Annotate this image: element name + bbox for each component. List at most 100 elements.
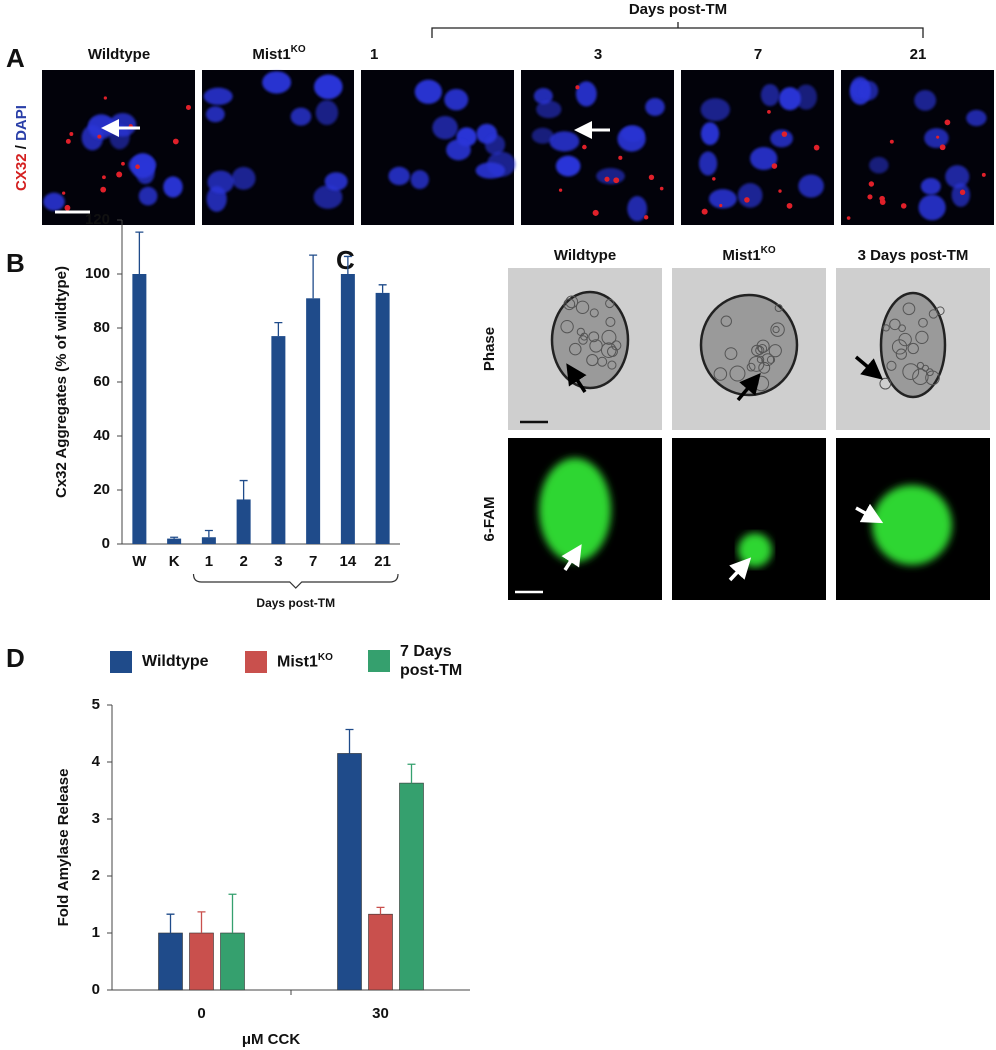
x-tick-label: W [132, 553, 147, 570]
nucleus [444, 88, 469, 111]
legend-text: 7 Days post-TM [400, 643, 463, 679]
cx32-spot [936, 135, 940, 139]
nucleus [596, 167, 625, 185]
nucleus [475, 162, 506, 179]
cx32-spot [613, 177, 620, 184]
nucleus [313, 185, 343, 209]
cx32-spot [939, 144, 946, 151]
error-bar [166, 913, 175, 933]
legend-swatch [245, 651, 267, 673]
texture [580, 332, 589, 341]
cx32-spot [767, 110, 771, 114]
nucleus [446, 139, 471, 161]
y-axis-label: Fold Amylase Release [55, 769, 72, 927]
error-bar [170, 536, 179, 539]
error-bar [309, 254, 318, 299]
bar [132, 274, 147, 544]
panel-label: C [336, 245, 355, 275]
x-tick-label: 1 [205, 553, 213, 570]
nucleus [130, 153, 156, 179]
cx32-spot [575, 85, 580, 90]
texture [605, 298, 615, 309]
cx32-spot [558, 188, 563, 192]
cx32-spot [121, 161, 125, 166]
cx32-spot [618, 155, 623, 160]
texture [563, 298, 576, 311]
texture [578, 335, 588, 345]
error-bar [343, 255, 352, 274]
nucleus [700, 98, 730, 122]
cx32-spot [744, 197, 750, 203]
texture [589, 339, 603, 353]
micrographs [42, 70, 994, 600]
nucleus [549, 131, 580, 152]
column-header: 3 Days post-TM [858, 247, 969, 264]
nucleus [575, 81, 597, 107]
nucleus [205, 106, 225, 123]
x-tick-label: 21 [374, 553, 391, 570]
cx32-spot [592, 209, 599, 216]
arrow [728, 557, 752, 582]
y-tick-label: 5 [92, 696, 100, 713]
cx32-spot [659, 186, 664, 191]
cx32-spot [643, 215, 649, 220]
fluor-signal [738, 533, 772, 567]
cx32-spot [100, 186, 107, 193]
error-bar [376, 906, 385, 915]
nucleus [138, 186, 158, 206]
texture [902, 302, 916, 316]
group-label: Days post-TM [256, 596, 335, 610]
arrow [561, 544, 582, 571]
nucleus [262, 71, 292, 94]
fluor-signal [539, 458, 611, 562]
cx32-spot [135, 164, 140, 170]
texture [756, 355, 765, 364]
bar [340, 274, 355, 544]
texture [898, 324, 906, 333]
y-tick-label: 0 [102, 535, 110, 552]
cx32-spot [103, 96, 107, 100]
bar [337, 753, 362, 991]
cx32-spot [65, 138, 71, 144]
nucleus [700, 122, 720, 146]
header-sup: KO [291, 44, 306, 55]
texture [921, 364, 930, 372]
bar [236, 499, 251, 544]
texture [757, 344, 768, 354]
bar [167, 538, 182, 544]
x-tick-label: 7 [309, 553, 317, 570]
arrow [736, 372, 761, 402]
acinus [879, 291, 947, 399]
legend-item: Mist1KO [245, 651, 333, 673]
cx32-spot [778, 189, 782, 193]
legend-text: Wildtype [142, 653, 209, 670]
stain-blue: DAPI [13, 105, 30, 141]
nucleus [737, 182, 763, 208]
nucleus [536, 100, 562, 119]
header-text: Mist1 [722, 247, 760, 264]
nucleus [231, 166, 256, 190]
legend-sup: KO [317, 652, 333, 664]
column-header: 21 [910, 46, 927, 63]
arrow [855, 503, 884, 524]
texture [758, 361, 771, 374]
column-header: 1 [370, 46, 378, 63]
texture [560, 320, 574, 334]
texture [605, 316, 616, 327]
cx32-spot [604, 176, 610, 182]
error-bar [228, 893, 237, 933]
texture [607, 360, 617, 370]
nucleus [324, 172, 348, 191]
panel-label: B [6, 248, 25, 278]
cx32-spot [102, 175, 106, 180]
cx32-spot [69, 132, 74, 136]
legend-item: 7 Days post-TM [368, 642, 492, 680]
texture [889, 318, 901, 331]
texture [902, 363, 920, 381]
nucleus [750, 146, 778, 170]
texture [611, 340, 622, 351]
legend-item: Wildtype [110, 651, 209, 673]
texture [761, 353, 775, 367]
cx32-spot [813, 144, 820, 151]
